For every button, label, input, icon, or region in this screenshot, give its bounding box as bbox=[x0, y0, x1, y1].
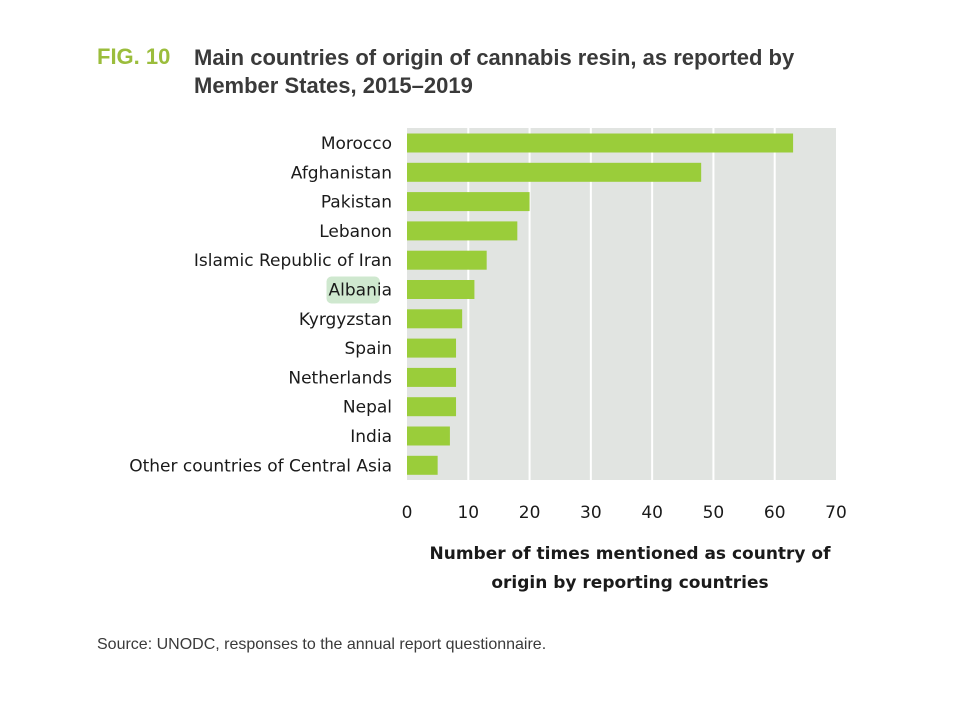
x-tick-label: 30 bbox=[580, 503, 602, 523]
source-note: Source: UNODC, responses to the annual r… bbox=[97, 636, 547, 653]
bar-albania bbox=[407, 280, 475, 299]
x-tick-label: 0 bbox=[402, 503, 413, 523]
bar-india bbox=[407, 426, 450, 446]
x-tick-label: 60 bbox=[764, 503, 786, 523]
x-tick-label: 20 bbox=[519, 503, 541, 523]
category-label: Kyrgyzstan bbox=[299, 310, 392, 330]
bar-other-countries-of-central-asia bbox=[407, 455, 438, 475]
bar-nepal bbox=[407, 397, 457, 417]
category-label: Albania bbox=[329, 281, 392, 301]
bar-chart: Morocco Afghanistan Pakistan Lebanon Islamic… bbox=[129, 128, 847, 523]
category-label: Spain bbox=[345, 339, 393, 359]
category-label: Afghanistan bbox=[291, 163, 392, 183]
x-tick-label: 40 bbox=[641, 503, 663, 523]
x-axis-title: Number of times mentioned as country of … bbox=[429, 544, 831, 593]
plot-area bbox=[407, 128, 836, 480]
bar-kyrgyzstan bbox=[407, 309, 463, 329]
category-label: Nepal bbox=[343, 398, 392, 418]
figure-label: FIG. 10 bbox=[97, 44, 171, 69]
x-tick-label: 70 bbox=[825, 503, 847, 523]
bar-spain bbox=[407, 338, 457, 358]
category-label: Morocco bbox=[321, 134, 392, 154]
bar-netherlands bbox=[407, 367, 457, 387]
bar-lebanon bbox=[407, 221, 518, 241]
bar-pakistan bbox=[407, 192, 530, 212]
x-tick-label: 50 bbox=[703, 503, 725, 523]
x-tick-label: 10 bbox=[457, 503, 479, 523]
category-label: Other countries of Central Asia bbox=[129, 456, 392, 476]
figure-title: Main countries of origin of cannabis res… bbox=[194, 45, 795, 98]
category-label: Netherlands bbox=[288, 368, 392, 388]
bar-morocco bbox=[407, 133, 794, 153]
bar-afghanistan bbox=[407, 162, 702, 182]
label-highlight bbox=[326, 276, 380, 304]
bar-islamic-republic-of-iran bbox=[407, 250, 487, 270]
category-label: Pakistan bbox=[321, 193, 392, 213]
category-label: Islamic Republic of Iran bbox=[194, 251, 392, 271]
category-label: India bbox=[350, 427, 392, 447]
category-label: Lebanon bbox=[319, 222, 392, 242]
